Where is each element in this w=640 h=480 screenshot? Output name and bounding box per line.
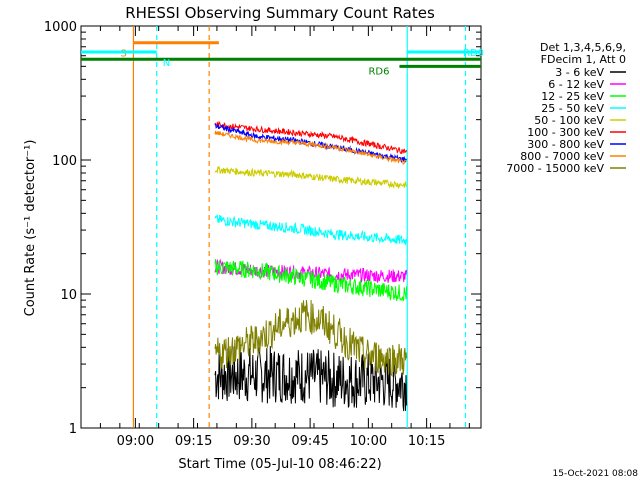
series-line xyxy=(214,130,407,165)
flag-label-s: S xyxy=(120,49,126,60)
x-tick-label: 09:30 xyxy=(233,434,270,449)
legend-entry-label: 50 - 100 keV xyxy=(534,114,604,127)
series-line xyxy=(214,166,408,190)
legend-entry-label: 6 - 12 keV xyxy=(548,78,604,91)
y-tick-label: 10 xyxy=(60,288,77,303)
flag-label-rd0: RD0 xyxy=(463,48,484,59)
y-tick-label: 1000 xyxy=(44,20,77,35)
y-tick-label: 1 xyxy=(69,422,77,437)
series-line xyxy=(214,346,408,412)
x-axis-label: Start Time (05-Jul-10 08:46:22) xyxy=(178,457,381,472)
series-line xyxy=(214,214,408,245)
legend-entry-label: 800 - 7000 keV xyxy=(520,150,604,163)
footer-date: 15-Oct-2021 08:08 xyxy=(553,469,639,479)
series-line xyxy=(214,259,408,302)
y-tick-label: 100 xyxy=(52,154,77,169)
chart-title: RHESSI Observing Summary Count Rates xyxy=(125,4,435,22)
x-tick-label: 09:00 xyxy=(117,434,154,449)
legend-entry-label: 12 - 25 keV xyxy=(541,90,604,103)
x-tick-label: 09:15 xyxy=(175,434,212,449)
series-line xyxy=(214,120,408,155)
legend-entry-label: 25 - 50 keV xyxy=(541,102,604,115)
plot-area: 1 10 100 1000 09:00 09:15 09:30 09:45 10:00 10:15… xyxy=(44,20,484,449)
x-tick-label: 10:00 xyxy=(350,434,387,449)
legend-entry-label: 300 - 800 keV xyxy=(527,138,604,151)
y-axis-label: Count Rate (s⁻¹ detector⁻¹) xyxy=(23,140,38,317)
x-tick-label: 10:15 xyxy=(408,434,445,449)
legend-entry-label: 100 - 300 keV xyxy=(527,126,604,139)
legend-header-line: Det 1,3,4,5,6,9, xyxy=(540,41,626,54)
x-tick-label: 09:45 xyxy=(291,434,328,449)
legend-header-line: FDecim 1, Att 0 xyxy=(541,53,626,66)
flag-label-rd6: RD6 xyxy=(368,66,389,77)
legend-entry-label: 7000 - 15000 keV xyxy=(506,162,604,175)
plot-frame xyxy=(80,25,482,429)
legend-entry-label: 3 - 6 keV xyxy=(555,66,604,79)
flag-label-n: N xyxy=(163,58,170,69)
legend: Det 1,3,4,5,6,9,FDecim 1, Att 03 - 6 keV… xyxy=(506,41,626,175)
series-line xyxy=(214,299,408,378)
